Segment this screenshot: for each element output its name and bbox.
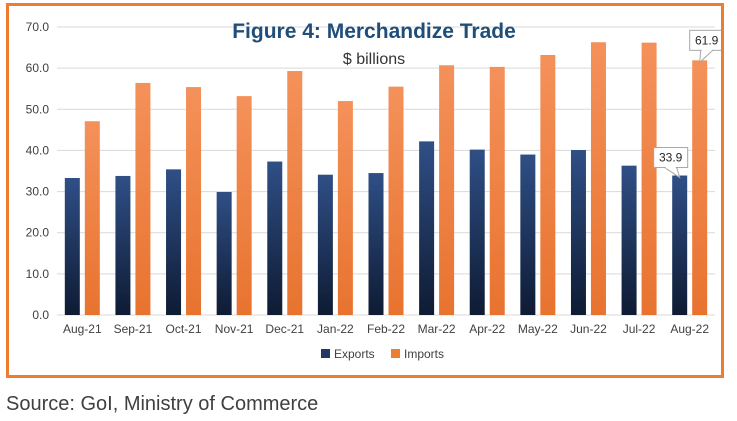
callout-seam xyxy=(701,49,712,52)
y-tick-label: 30.0 xyxy=(26,185,50,199)
bar-exports xyxy=(267,161,283,315)
x-tick-label: Sep-21 xyxy=(114,322,153,336)
x-tick-label: Dec-21 xyxy=(265,322,304,336)
x-tick-label: Jun-22 xyxy=(570,322,607,336)
bar-imports xyxy=(540,54,556,315)
bar-imports xyxy=(186,87,202,315)
legend-label-exports: Exports xyxy=(334,347,375,361)
bar-exports xyxy=(469,149,485,315)
x-tick-label: Jul-22 xyxy=(623,322,656,336)
bar-imports xyxy=(641,42,657,316)
bar-imports xyxy=(692,60,708,315)
bar-imports xyxy=(489,66,505,315)
legend-swatch-imports xyxy=(391,349,400,358)
callout-seam xyxy=(665,166,676,169)
bar-exports xyxy=(520,154,536,315)
bar-imports xyxy=(84,121,100,316)
bar-imports xyxy=(135,82,151,315)
x-tick-label: Aug-22 xyxy=(670,322,709,336)
bar-imports xyxy=(590,42,606,315)
legend-label-imports: Imports xyxy=(404,347,444,361)
bar-imports xyxy=(439,65,455,316)
chart-frame: 0.0 10.0 20.0 30.0 40.0 50.0 60.0 70.0 Aug-21 Sep… xyxy=(6,3,724,378)
bar-imports xyxy=(337,101,353,315)
bar-imports xyxy=(287,71,303,315)
chart-subtitle: $ billions xyxy=(342,51,406,68)
y-tick-label: 0.0 xyxy=(32,308,49,322)
data-label: 33.9 xyxy=(659,151,683,165)
bar-exports xyxy=(64,177,80,315)
x-tick-label: Aug-21 xyxy=(63,322,102,336)
bar-exports xyxy=(115,175,131,315)
x-tick-label: Oct-21 xyxy=(166,322,202,336)
y-tick-label: 40.0 xyxy=(26,143,50,157)
x-tick-label: May-22 xyxy=(518,322,558,336)
bar-exports xyxy=(419,141,435,315)
bar-exports xyxy=(570,150,586,315)
legend-swatch-exports xyxy=(321,349,330,358)
bar-exports xyxy=(216,191,232,315)
y-tick-label: 60.0 xyxy=(26,61,50,75)
bar-imports xyxy=(388,86,404,316)
bar-imports xyxy=(236,96,252,316)
x-tick-label: Jan-22 xyxy=(317,322,354,336)
y-tick-label: 20.0 xyxy=(26,226,50,240)
source-note: Source: GoI, Ministry of Commerce xyxy=(6,393,319,415)
bar-exports xyxy=(368,173,384,315)
y-tick-label: 10.0 xyxy=(26,267,50,281)
bar-exports xyxy=(621,165,637,315)
bar-exports xyxy=(317,174,333,315)
x-tick-label: Mar-22 xyxy=(418,322,456,336)
x-tick-label: Apr-22 xyxy=(469,322,505,336)
bar-exports xyxy=(166,169,182,315)
bar-chart: 0.0 10.0 20.0 30.0 40.0 50.0 60.0 70.0 Aug-21 Sep… xyxy=(26,20,721,361)
y-tick-label: 50.0 xyxy=(26,102,50,116)
bar-exports xyxy=(672,175,688,315)
x-tick-label: Feb-22 xyxy=(367,322,405,336)
x-tick-label: Nov-21 xyxy=(215,322,254,336)
chart-title: Figure 4: Merchandize Trade xyxy=(232,20,516,43)
y-tick-label: 70.0 xyxy=(26,20,50,34)
data-label: 61.9 xyxy=(695,33,719,47)
